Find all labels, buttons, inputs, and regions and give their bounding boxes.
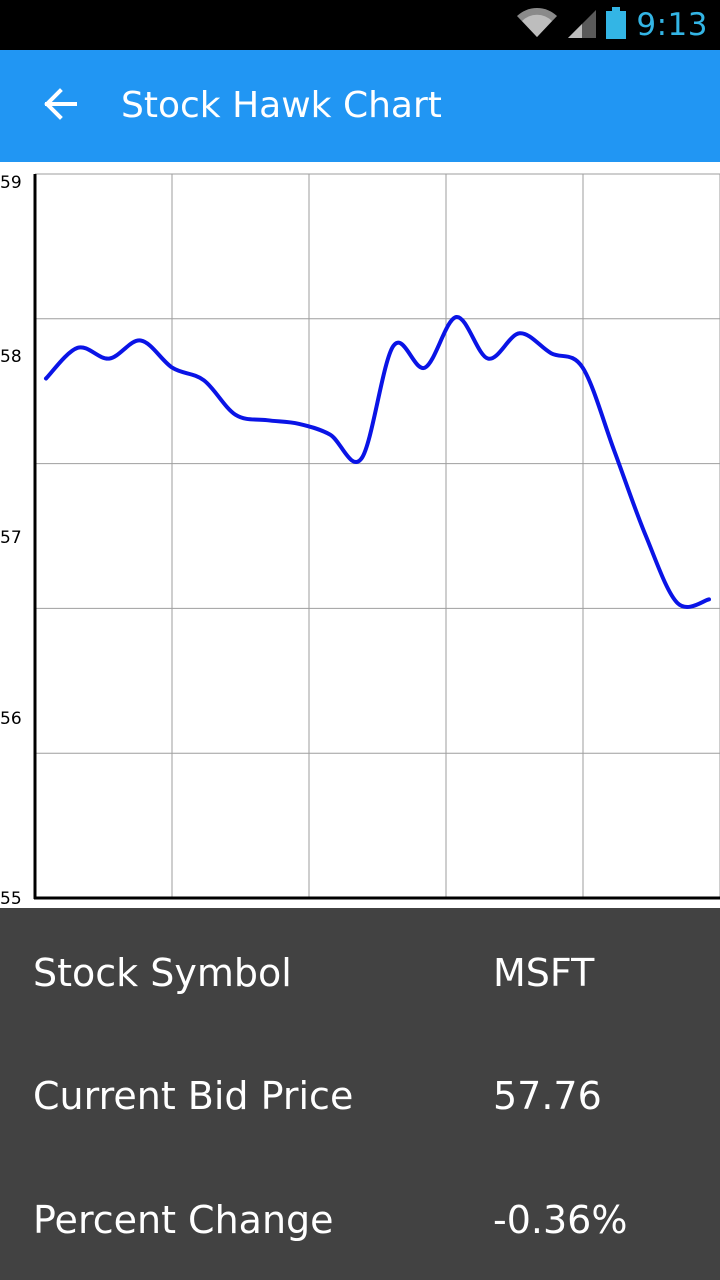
detail-value: 57.76 — [493, 1074, 602, 1118]
y-tick-label: 59 — [0, 173, 22, 193]
back-button[interactable] — [30, 76, 90, 136]
chart-canvas: 55 56 57 58 59 — [0, 173, 720, 908]
detail-label: Stock Symbol — [33, 951, 292, 995]
status-icons: 9:13 — [516, 0, 708, 50]
status-bar: 9:13 — [0, 0, 720, 50]
detail-row-symbol: Stock Symbol MSFT — [0, 933, 720, 1013]
status-clock: 9:13 — [636, 7, 708, 43]
y-tick-label: 55 — [0, 889, 22, 908]
detail-row-percent-change: Percent Change -0.36% — [0, 1180, 720, 1260]
price-chart: 55 56 57 58 59 — [0, 162, 720, 908]
series-line — [44, 315, 711, 609]
y-tick-label: 58 — [0, 347, 22, 367]
detail-label: Percent Change — [33, 1198, 334, 1242]
wifi-icon — [516, 8, 558, 42]
page-title: Stock Hawk Chart — [121, 85, 442, 126]
detail-value: MSFT — [493, 951, 595, 995]
detail-label: Current Bid Price — [33, 1074, 354, 1118]
y-tick-label: 56 — [0, 709, 22, 729]
stock-details-panel: Stock Symbol MSFT Current Bid Price 57.7… — [0, 908, 720, 1280]
y-tick-label: 57 — [0, 528, 22, 548]
arrow-left-icon — [42, 86, 78, 126]
detail-row-bid-price: Current Bid Price 57.76 — [0, 1056, 720, 1136]
battery-icon — [606, 7, 627, 43]
cell-signal-icon — [568, 8, 597, 42]
detail-value: -0.36% — [493, 1198, 628, 1242]
app-bar: Stock Hawk Chart — [0, 50, 720, 162]
